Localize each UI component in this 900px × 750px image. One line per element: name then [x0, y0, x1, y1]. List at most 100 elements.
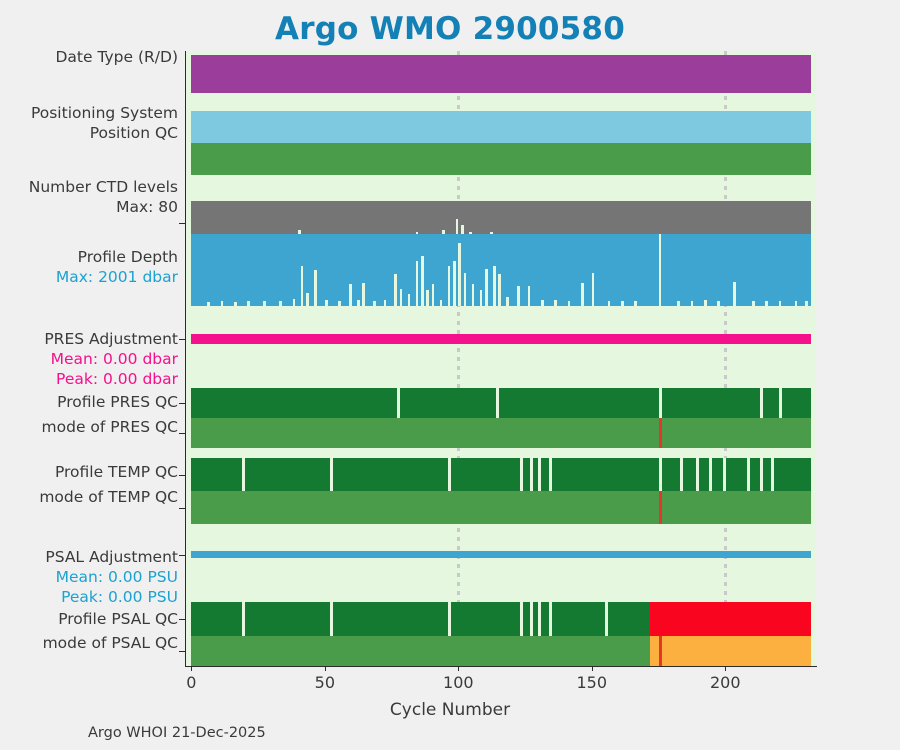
qc-marker — [658, 491, 662, 524]
depth-notch — [314, 270, 317, 306]
row-label-profile-psal-qc: Profile PSAL QC — [58, 610, 178, 628]
depth-notch — [356, 300, 360, 306]
depth-notch — [458, 243, 461, 306]
row-label-profile-depth-sub1: Max: 2001 dbar — [55, 268, 178, 286]
qc-gap — [530, 458, 534, 491]
x-tick-label-0: 0 — [186, 673, 197, 692]
qc-gap — [778, 388, 782, 418]
gridline-x-100 — [457, 51, 461, 666]
track-mode-of-temp-qc — [186, 491, 816, 524]
qc-gap — [447, 458, 451, 491]
depth-notch — [207, 302, 211, 306]
qc-gap — [396, 388, 400, 418]
qc-gap — [538, 458, 542, 491]
qc-gap — [759, 388, 763, 418]
qc-fail-region — [650, 602, 811, 636]
depth-notch — [348, 284, 352, 306]
row-label-pres-adjustment: PRES Adjustment — [44, 330, 178, 348]
depth-notch — [581, 283, 584, 306]
y-tick-profile-pres-qc — [179, 403, 185, 404]
y-tick-profile-temp-qc — [179, 474, 185, 476]
depth-notch — [431, 284, 435, 306]
row-label-mode-of-psal-qc: mode of PSAL QC — [42, 634, 178, 652]
depth-notch — [479, 290, 483, 306]
depth-notch — [506, 297, 510, 306]
row-label-pres-adjustment-sub1: Mean: 0.00 dbar — [50, 350, 178, 368]
row-label-psal-adjustment-sub1: Mean: 0.00 PSU — [55, 568, 178, 586]
x-tick-mark-200 — [725, 666, 727, 671]
depth-notch — [567, 301, 571, 306]
qc-gap — [695, 458, 699, 491]
depth-notch — [338, 301, 341, 306]
depth-notch — [751, 301, 755, 306]
qc-gap — [330, 602, 334, 636]
row-label-pres-adjustment-sub2: Peak: 0.00 dbar — [56, 370, 178, 388]
depth-notch — [263, 301, 267, 306]
depth-notch — [439, 300, 443, 306]
depth-notch — [420, 256, 424, 306]
depth-notch — [220, 301, 224, 306]
depth-notch — [394, 274, 397, 306]
footer-credit: Argo WHOI 21-Dec-2025 — [88, 725, 266, 741]
track-profile-temp-qc — [186, 458, 816, 491]
qc-gap — [679, 458, 683, 491]
depth-notch — [234, 302, 237, 306]
qc-gap — [746, 458, 750, 491]
row-label-number-ctd-levels: Number CTD levels — [28, 178, 178, 196]
qc-fill — [191, 491, 811, 524]
track-mode-of-pres-qc — [186, 418, 816, 448]
row-label-profile-depth: Profile Depth — [77, 248, 178, 266]
qc-gap — [549, 602, 553, 636]
y-tick-profile-psal-qc — [179, 619, 185, 620]
track-position-qc — [186, 143, 816, 175]
track-fill — [191, 551, 811, 558]
depth-notch — [517, 286, 520, 306]
track-fill — [191, 334, 811, 344]
y-tick-psal-adjustment — [179, 554, 185, 556]
depth-notch — [690, 301, 694, 306]
track-fill — [191, 143, 811, 175]
qc-gap — [658, 458, 662, 491]
qc-gap — [538, 602, 542, 636]
depth-notch — [794, 301, 798, 306]
track-date-type — [186, 55, 816, 93]
x-axis-label: Cycle Number — [389, 700, 511, 720]
qc-gap — [549, 458, 553, 491]
row-label-positioning-system: Positioning System — [30, 104, 178, 122]
depth-notch — [300, 266, 304, 306]
qc-fill — [191, 602, 651, 636]
qc-gap — [330, 458, 334, 491]
y-tick-mode-of-pres-qc — [179, 433, 185, 434]
track-fill — [191, 111, 811, 143]
qc-marker — [658, 636, 662, 666]
qc-gap — [530, 602, 534, 636]
gridline-x-200 — [724, 51, 728, 666]
depth-notch — [658, 234, 662, 306]
y-tick-pres-adjustment — [179, 339, 185, 340]
track-pres-adjustment — [186, 334, 816, 344]
depth-notch — [292, 299, 296, 306]
depth-notch — [279, 301, 283, 306]
qc-fill — [191, 636, 651, 666]
x-tick-label-150: 150 — [576, 673, 608, 692]
track-fill — [191, 55, 811, 93]
page-title: Argo WMO 2900580 — [275, 11, 625, 47]
depth-notch — [527, 286, 531, 306]
plot-area — [186, 51, 816, 666]
depth-notch — [677, 301, 680, 306]
depth-notch — [733, 282, 736, 306]
depth-notch — [778, 301, 782, 306]
x-tick-label-50: 50 — [314, 673, 335, 692]
x-tick-label-200: 200 — [709, 673, 741, 692]
row-label-profile-pres-qc: Profile PRES QC — [57, 393, 178, 411]
depth-notch — [805, 301, 808, 306]
depth-notch — [591, 273, 595, 306]
qc-gap — [709, 458, 713, 491]
qc-fill — [191, 388, 811, 418]
row-label-number-ctd-levels-sub1: Max: 80 — [116, 198, 178, 216]
x-tick-mark-0 — [191, 666, 193, 671]
qc-gap — [242, 458, 246, 491]
depth-notch — [362, 283, 365, 306]
y-tick-mode-of-psal-qc — [179, 651, 185, 652]
